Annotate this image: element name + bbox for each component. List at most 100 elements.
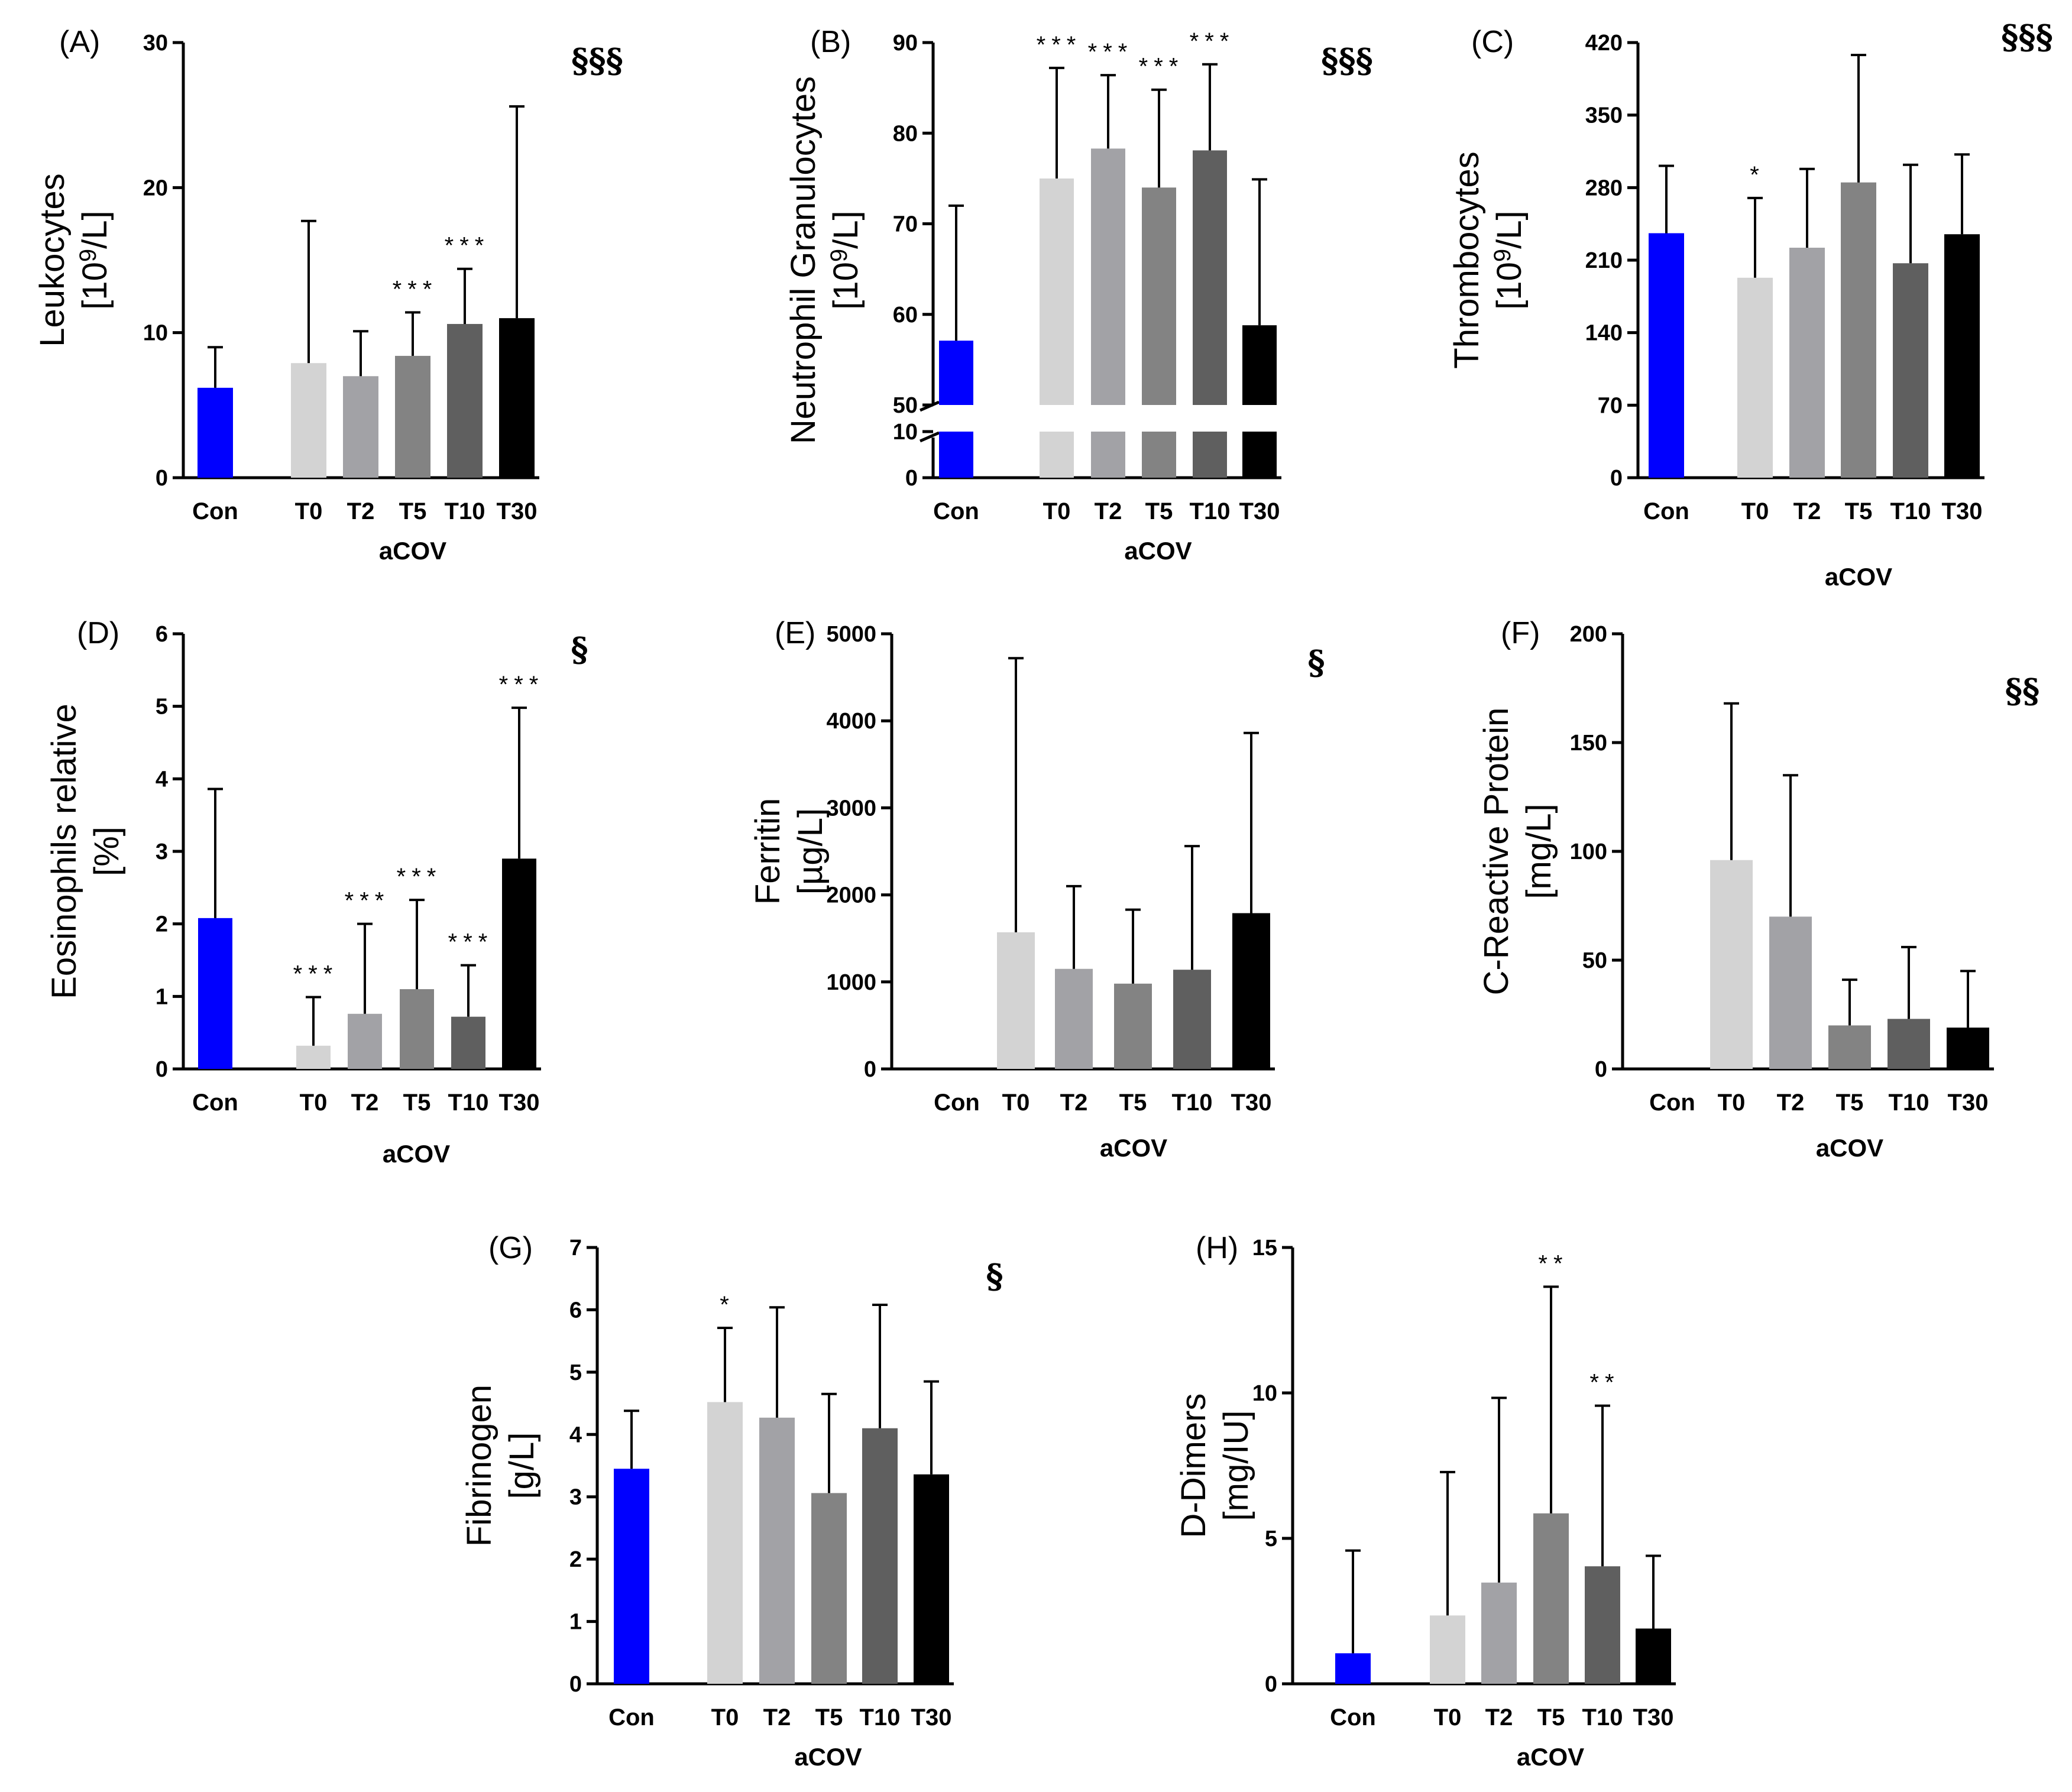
panel-d-significance-t5: *** [397,864,442,890]
panel-f-group-significance: §§ [2005,672,2040,711]
panel-f-xlabel: aCOV [1816,1134,1883,1162]
panel-a-category-t0: T0 [295,498,323,524]
panel-f: (F) C-Reactive Protein [mg/L] 0 50 100 150 200 C… [1477,616,2039,1162]
panel-a-category-t5: T5 [399,498,427,524]
panel-g-significance-t0: * [720,1292,735,1318]
panel-e-category-t0: T0 [1002,1090,1030,1116]
panel-b-category-t5: T5 [1145,498,1173,524]
panel-b-label: (B) [810,25,851,59]
panel-b-category-t0: T0 [1043,498,1071,524]
panel-b-significance-t10: *** [1190,28,1235,54]
panel-e-ytick-label: 2000 [826,883,876,908]
panel-h-bar-t30 [1636,1628,1671,1684]
panel-b-bar-t5-lower [1142,432,1176,478]
panel-f-ytick-label: 150 [1570,731,1607,756]
panel-g-ytick-label: 6 [569,1298,582,1323]
panel-a-bar-t5 [395,355,430,478]
panel-g-ytick-label: 3 [569,1485,582,1510]
panel-e-ytick-label: 1000 [826,970,876,995]
panel-e-category-t5: T5 [1119,1090,1147,1116]
panel-e-group-significance: § [1307,643,1325,682]
panel-c-ytick-label: 420 [1585,31,1623,56]
panel-h-ytick-label: 0 [1265,1672,1277,1697]
panel-g-ylabel-line-2: [g/L] [503,1433,541,1499]
panel-h-ylabel-line-1: D-Dimers [1174,1394,1213,1538]
panel-b-bar-t2 [1091,148,1125,406]
panel-d-bar-t0 [296,1045,331,1069]
panel-b-bar-t5 [1142,187,1176,405]
panel-h-bar-t2 [1481,1582,1517,1684]
panel-d-category-t5: T5 [403,1090,431,1116]
panel-g-category-t5: T5 [815,1704,843,1731]
panel-e-ytick-label: 0 [864,1057,876,1082]
panel-d-ytick-label: 1 [156,984,168,1009]
panel-a-ylabel-line-2-base: [10 [76,262,114,310]
panel-e-bar-t30 [1232,913,1270,1069]
panel-b-axis-break-mark-bottom [919,431,940,443]
panel-e: (E) Ferritin [µg/L] 0 1000 2000 3000 4000 5000 Co… [749,616,1325,1162]
panel-d-ytick-label: 5 [156,695,168,720]
panel-f-category-t5: T5 [1836,1090,1864,1116]
panel-h-significance-t10: ** [1589,1370,1620,1396]
panel-f-category-t30: T30 [1948,1090,1989,1116]
panel-a-ylabel-line-2: [109/L] [75,210,114,309]
panel-h-category-t30: T30 [1633,1704,1674,1731]
panel-f-ylabel-line-2: [mg/L] [1520,803,1558,899]
panel-g-bar-con [614,1469,649,1684]
panel-e-ytick-label: 3000 [826,796,876,821]
panel-g-category-t2: T2 [763,1704,791,1731]
panel-a-ylabel-line-2-superscript: 9 [75,249,101,262]
panel-a-category-t30: T30 [497,498,538,524]
panel-g-category-t10: T10 [860,1704,901,1731]
panel-h-category-t0: T0 [1434,1704,1462,1731]
panel-g-ytick-label: 2 [569,1547,582,1572]
panel-d-ytick-label: 3 [156,840,168,864]
panel-h-xlabel: aCOV [1517,1743,1584,1771]
panel-a-group-significance: §§§ [571,41,623,80]
panel-e-bar-t10 [1173,970,1211,1069]
panel-b-category-t2: T2 [1095,498,1122,524]
panel-b-category-t30: T30 [1239,498,1280,524]
panel-e-bar-t0 [997,932,1035,1069]
panel-d-significance-t0: *** [293,961,339,987]
panel-f-ylabel-line-1: C-Reactive Protein [1477,708,1516,996]
panel-f-category-t2: T2 [1777,1090,1805,1116]
panel-g-bar-t10 [862,1428,898,1684]
panel-c-bar-con [1649,233,1684,478]
panel-c: (C) Thrombocytes [109/L] 0 70 140 210 280 350 420… [1448,18,2053,591]
panel-b-ytick-label: 90 [893,31,918,56]
panel-c-ytick-label: 70 [1598,393,1623,418]
panel-h-bar-t10 [1585,1566,1620,1684]
panel-b-ytick-label: 60 [893,303,918,328]
panel-g-ylabel-line-1: Fibrinogen [460,1385,498,1547]
panel-a-category-con: Con [192,498,238,524]
panel-a-bar-con [198,387,233,478]
panel-c-ytick-label: 210 [1585,248,1623,273]
panel-b-bar-con [939,341,973,405]
panel-g-bar-t2 [759,1417,795,1684]
panel-g-ytick-label: 5 [569,1360,582,1385]
panel-g-group-significance: § [986,1257,1003,1296]
panel-e-ytick-label: 4000 [826,709,876,734]
panel-c-significance-t0: * [1750,162,1765,188]
panel-f-bar-t5 [1828,1025,1871,1069]
panel-e-category-con: Con [934,1090,980,1116]
panel-c-category-t5: T5 [1845,498,1873,524]
panel-f-category-con: Con [1649,1090,1695,1116]
panel-b-ytick-label: 70 [893,212,918,237]
panel-d-ylabel-line-1: Eosinophils relative [45,704,83,999]
panel-b-ylabel-line-2: [109/L] [826,210,865,309]
panel-a-bar-t10 [447,323,483,478]
panel-b-ylabel-line-2-base: [10 [827,262,865,310]
panel-d-bar-t10 [451,1016,485,1069]
panel-a-ytick-label: 0 [156,466,168,491]
panel-h-category-t10: T10 [1582,1704,1623,1731]
panel-f-bar-t10 [1888,1019,1930,1069]
panel-c-category-t0: T0 [1741,498,1769,524]
panel-g-bar-t0 [707,1402,743,1684]
panel-c-label: (C) [1471,25,1514,59]
panel-h-ylabel-line-2: [mg/IU] [1217,1411,1255,1521]
panel-c-category-t30: T30 [1942,498,1983,524]
panel-g-category-t0: T0 [711,1704,739,1731]
